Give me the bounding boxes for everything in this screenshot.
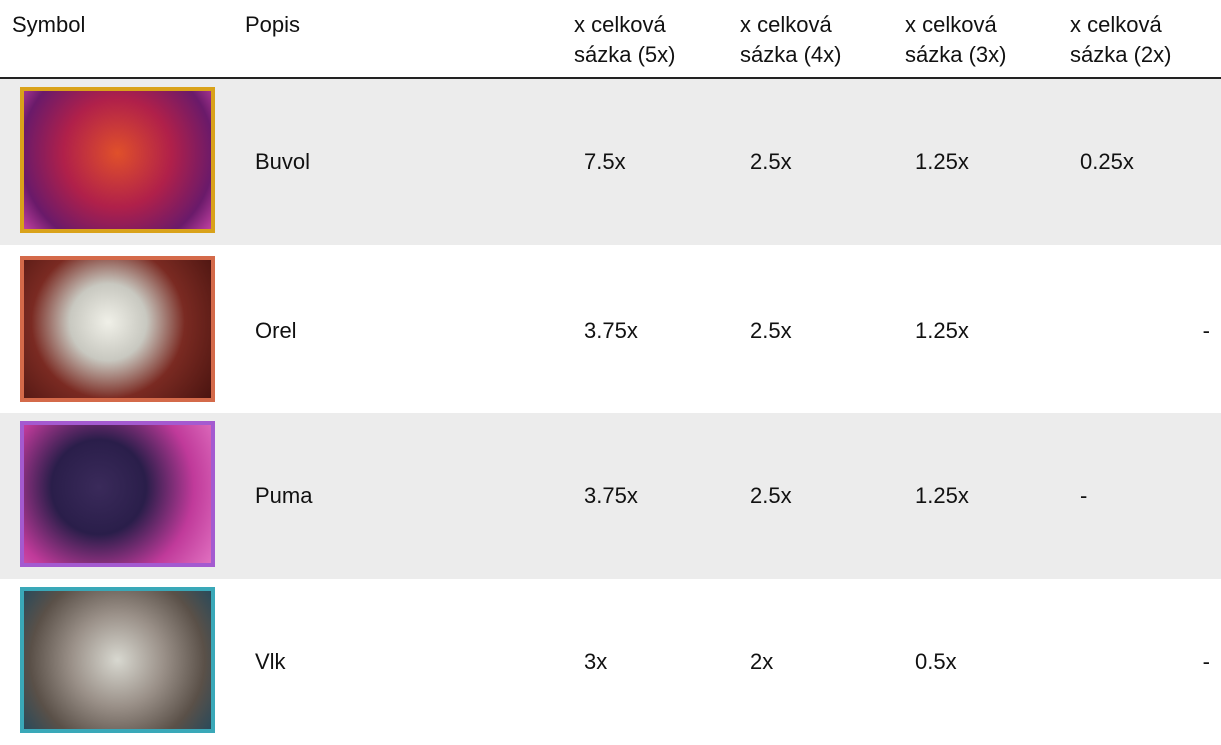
table-cell: 3.75x — [584, 413, 714, 579]
table-cell: 2.5x — [750, 248, 880, 414]
table-row: Buvol 7.5x 2.5x 1.25x 0.25x — [0, 79, 1221, 245]
table-cell: Buvol — [255, 79, 385, 245]
table-row: Orel 3.75x 2.5x 1.25x- — [0, 248, 1221, 414]
header-cell: x celková sázka (4x) — [740, 10, 865, 70]
table-cell: 2.5x — [750, 79, 880, 245]
symbol-image — [20, 256, 215, 402]
header-cell: x celková sázka (2x) — [1070, 10, 1195, 70]
table-cell: 2.5x — [750, 413, 880, 579]
table-cell: 1.25x — [915, 413, 1045, 579]
table-row: Puma 3.75x 2.5x 1.25x- — [0, 413, 1221, 579]
table-cell: - — [1080, 248, 1210, 414]
header-cell: x celková sázka (3x) — [905, 10, 1030, 70]
symbol-image — [20, 87, 215, 233]
page: Symbol Popis x celková sázka (5x) x celk… — [0, 0, 1221, 720]
table-cell: 1.25x — [915, 79, 1045, 245]
header-cell: x celková sázka (5x) — [574, 10, 699, 70]
table-cell: 7.5x — [584, 79, 714, 245]
table-cell: 0.25x — [1080, 79, 1210, 245]
table-cell: Orel — [255, 248, 385, 414]
table-cell: - — [1080, 413, 1210, 579]
table-cell: 1.25x — [915, 248, 1045, 414]
table-cell: 0.5x — [915, 579, 1045, 745]
table-cell: 2x — [750, 579, 880, 745]
symbol-image — [20, 587, 215, 733]
symbol-image — [20, 421, 215, 567]
table-cell: Vlk — [255, 579, 385, 745]
header-cell: Popis — [245, 10, 370, 40]
table-cell: - — [1080, 579, 1210, 745]
table-cell: 3.75x — [584, 248, 714, 414]
table-cell: Puma — [255, 413, 385, 579]
header-cell: Symbol — [12, 10, 137, 40]
table-cell: 3x — [584, 579, 714, 745]
